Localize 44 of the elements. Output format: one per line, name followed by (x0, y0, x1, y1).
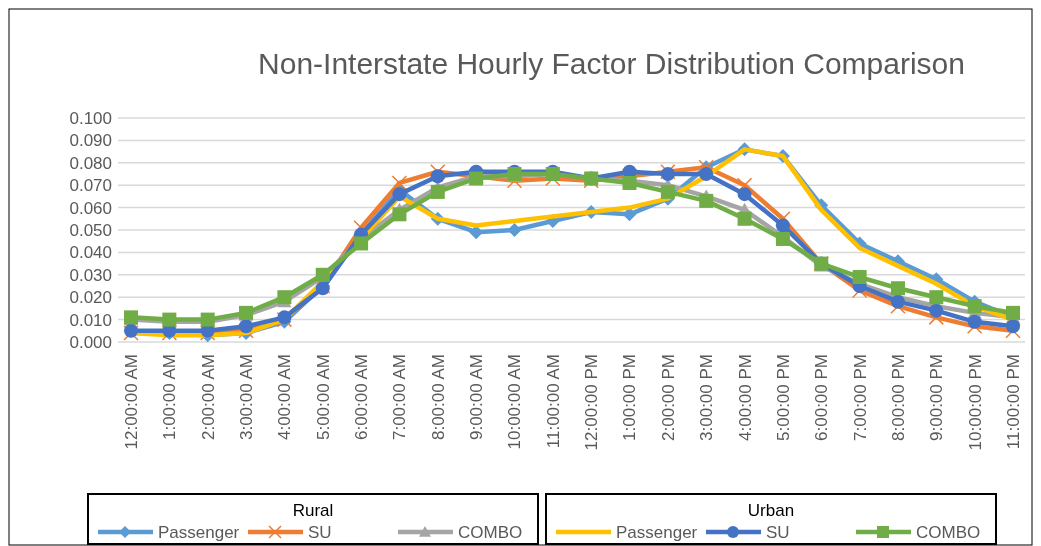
y-tick-label: 0.070 (69, 176, 112, 196)
y-tick-label: 0.000 (69, 332, 112, 352)
x-tick-label: 2:00:00 PM (658, 354, 678, 441)
x-tick-label: 4:00:00 PM (735, 354, 755, 441)
x-tick-label: 5:00:00 PM (773, 354, 793, 441)
x-tick-label: 1:00:00 PM (620, 354, 640, 441)
legend-label: SU (308, 522, 332, 542)
x-tick-label: 6:00:00 PM (812, 354, 832, 441)
x-tick-label: 10:00:00 AM (505, 354, 525, 450)
x-tick-label: 4:00:00 AM (275, 354, 295, 441)
x-tick-label: 9:00:00 AM (467, 354, 487, 441)
legend-label: Passenger (158, 522, 240, 542)
x-tick-label: 3:00:00 PM (697, 354, 717, 441)
y-tick-label: 0.100 (69, 108, 112, 128)
y-tick-label: 0.040 (69, 243, 112, 263)
legend-label: COMBO (458, 522, 523, 542)
x-tick-label: 11:00:00 PM (1003, 354, 1023, 450)
y-tick-label: 0.060 (69, 198, 112, 218)
text: Urban (747, 501, 795, 520)
x-tick-label: 7:00:00 AM (390, 354, 410, 441)
x-tick-label: 10:00:00 PM (965, 354, 985, 451)
x-tick-label: 5:00:00 AM (313, 354, 333, 441)
chart-title: Non-Interstate Hourly Factor Distribution Comparison (258, 47, 965, 80)
text: Rural (292, 501, 334, 520)
x-tick-label: 12:00:00 AM (121, 354, 141, 450)
legend-label: COMBO (916, 522, 981, 542)
x-tick-label: 7:00:00 PM (850, 354, 870, 441)
x-tick-label: 1:00:00 AM (160, 354, 180, 441)
y-tick-label: 0.090 (69, 131, 112, 151)
legend-label: SU (766, 522, 790, 542)
y-tick-label: 0.050 (69, 220, 112, 240)
x-tick-label: 8:00:00 AM (428, 354, 448, 441)
legend-label: Passenger (616, 522, 698, 542)
x-tick-label: 3:00:00 AM (236, 354, 256, 441)
x-tick-label: 12:00:00 PM (582, 354, 602, 451)
y-tick-label: 0.020 (69, 288, 112, 308)
x-tick-label: 6:00:00 AM (352, 354, 372, 441)
x-tick-label: 8:00:00 PM (888, 354, 908, 441)
y-tick-label: 0.080 (69, 153, 112, 173)
x-tick-label: 2:00:00 AM (198, 354, 218, 441)
x-tick-label: 9:00:00 PM (927, 354, 947, 441)
y-tick-label: 0.010 (69, 310, 112, 330)
y-tick-label: 0.030 (69, 265, 112, 285)
x-tick-label: 11:00:00 AM (543, 354, 563, 449)
